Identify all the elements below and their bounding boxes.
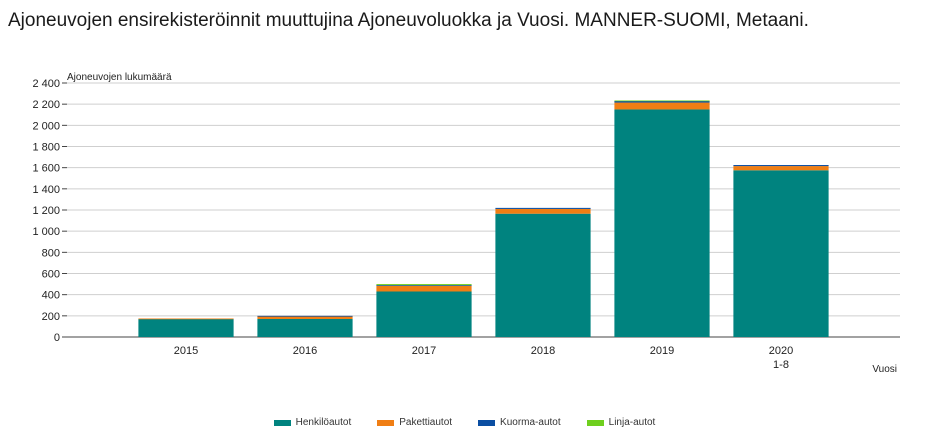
x-axis-label: Vuosi: [872, 364, 897, 375]
x-tick-label: 2016: [293, 345, 317, 357]
bar-segment: [376, 284, 472, 286]
bar-segment: [733, 170, 829, 337]
y-tick-label: 0: [54, 332, 60, 344]
y-tick-label: 2 400: [32, 78, 60, 90]
x-tick-label: 2019: [650, 345, 674, 357]
legend: Henkilöautot Pakettiautot Kuorma-autot Linj…: [0, 417, 929, 428]
legend-swatch: [586, 419, 604, 426]
bar-segment: [376, 291, 472, 337]
legend-item[interactable]: Henkilöautot: [273, 417, 352, 428]
y-tick-label: 600: [42, 269, 60, 281]
legend-swatch: [478, 419, 496, 426]
bar-segment: [138, 319, 234, 337]
chart-title: Ajoneuvojen ensirekisteröinnit muuttujin…: [8, 10, 809, 31]
legend-label: Henkilöautot: [295, 417, 352, 428]
y-tick-label: 400: [42, 290, 60, 302]
legend-label: Linja-autot: [608, 417, 656, 428]
y-tick-labels: 0 200 400 600 800 1 000 1 200 1 400 1 600 1 800 2 …: [32, 78, 60, 344]
legend-swatch: [273, 419, 291, 426]
bars: [138, 100, 829, 337]
x-tick-sublabel: 1-8: [773, 359, 789, 371]
y-tick-label: 200: [42, 311, 60, 323]
x-tick-label: 2018: [531, 345, 555, 357]
bar-segment: [733, 165, 829, 167]
legend-swatch: [377, 419, 395, 426]
legend-item[interactable]: Pakettiautot: [377, 417, 452, 428]
bar-segment: [495, 207, 591, 209]
x-tick-label: 2017: [412, 345, 436, 357]
y-axis-label: Ajoneuvojen lukumäärä: [67, 72, 172, 83]
x-tick-labels: 2015 2016 2017 2018 2019 2020 1-8: [174, 345, 793, 371]
x-tick-label: 2020: [769, 345, 793, 357]
y-tick-label: 1 200: [32, 205, 60, 217]
bar-segment: [495, 208, 591, 214]
y-tick-label: 1 600: [32, 163, 60, 175]
bar-segment: [614, 100, 710, 102]
legend-label: Kuorma-autot: [500, 417, 561, 428]
legend-item[interactable]: Linja-autot: [586, 417, 656, 428]
y-tick-label: 800: [42, 247, 60, 259]
bar-segment: [733, 166, 829, 171]
bar-segment: [257, 316, 353, 320]
y-tick-label: 1 400: [32, 184, 60, 196]
bar-segment: [495, 213, 591, 337]
bar-segment: [376, 285, 472, 286]
y-tick-label: 1 000: [32, 226, 60, 238]
legend-label: Pakettiautot: [399, 417, 453, 428]
y-tick-label: 2 200: [32, 99, 60, 111]
bar-segment: [614, 100, 710, 103]
bar-segment: [376, 285, 472, 292]
y-tick-label: 1 800: [32, 142, 60, 154]
bar-segment: [257, 315, 353, 317]
y-tick-label: 2 000: [32, 120, 60, 132]
bar-segment: [138, 318, 234, 320]
bar-segment: [257, 319, 353, 337]
bar-segment: [614, 109, 710, 337]
bar-segment: [614, 102, 710, 110]
legend-item[interactable]: Kuorma-autot: [478, 417, 561, 428]
x-tick-label: 2015: [174, 345, 198, 357]
